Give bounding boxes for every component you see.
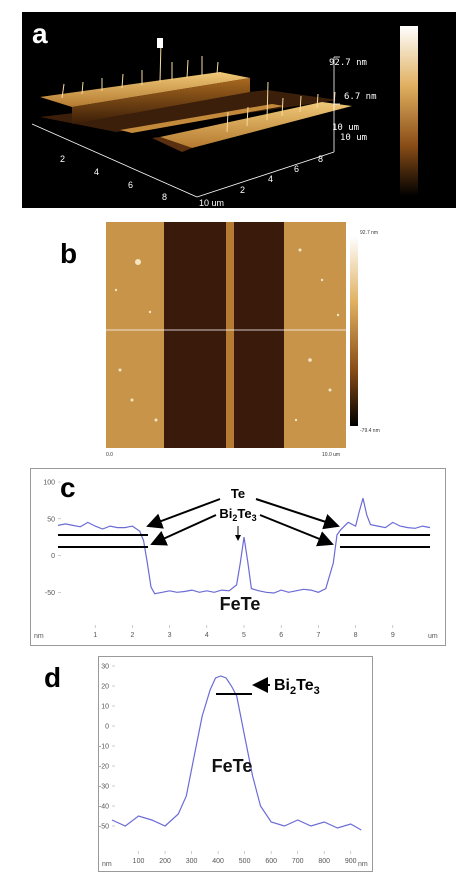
x-tick-label: 6 bbox=[279, 632, 283, 639]
annotation-arrows bbox=[146, 498, 340, 547]
trench-floor bbox=[40, 90, 338, 132]
x-tick-label: 4 bbox=[205, 632, 209, 639]
x-tick-label: 800 bbox=[318, 858, 330, 865]
x-start-label: 0.0 bbox=[106, 452, 113, 458]
right-plateau-wall bbox=[152, 137, 192, 152]
profile-chart-c: 100 50 0 -50 1 2 3 4 5 6 7 8 9 Te Bi2Te3 FeTe nm um bbox=[30, 468, 446, 646]
panel-d: d 30 20 10 0 -10 -20 -30 -40 -50 100 200 300 400 500… bbox=[42, 656, 422, 872]
trench-right bbox=[234, 222, 284, 448]
y-tick-label: 100 bbox=[43, 480, 55, 487]
svg-text:6: 6 bbox=[128, 180, 133, 190]
panel-letter-b: b bbox=[60, 238, 78, 269]
x-tick-label: 100 bbox=[133, 858, 145, 865]
x-tick-label: 600 bbox=[265, 858, 277, 865]
x-axis-ticks: 1 2 3 4 5 6 7 8 9 bbox=[93, 625, 395, 639]
y-tick-label: -50 bbox=[45, 590, 55, 597]
peak-profile-trace bbox=[111, 675, 362, 831]
panel-b: b 92.7 nm -79.4 nm 0.0 10.0 um bbox=[60, 220, 430, 460]
spike-highlight bbox=[157, 38, 163, 48]
y-tick-label: -50 bbox=[99, 824, 109, 831]
x-tick-label: 700 bbox=[292, 858, 304, 865]
y-tick-label: -20 bbox=[99, 764, 109, 771]
y-unit-label: nm bbox=[34, 633, 44, 640]
y-tick-label: 0 bbox=[105, 724, 109, 731]
svg-text:4: 4 bbox=[94, 167, 99, 177]
x-unit-label: um bbox=[428, 633, 438, 640]
surface-particles bbox=[114, 248, 340, 422]
x-tick-label: 8 bbox=[354, 632, 358, 639]
x-tick-labels: 2 4 6 8 10 um bbox=[60, 154, 224, 208]
trench-left bbox=[164, 222, 226, 448]
corner-label-a: 10 um bbox=[332, 123, 359, 133]
svg-text:8: 8 bbox=[318, 154, 323, 164]
corner-label-b: 10 um bbox=[340, 133, 367, 143]
y-tick-label: 20 bbox=[101, 684, 109, 691]
x-tick-label: 2 bbox=[130, 632, 134, 639]
y-tick-label: -30 bbox=[99, 784, 109, 791]
x-axis-ticks: 100 200 300 400 500 600 700 800 900 bbox=[133, 851, 357, 865]
surface-spikes bbox=[61, 41, 336, 133]
panel-c: 100 50 0 -50 1 2 3 4 5 6 7 8 9 Te Bi2Te3 FeTe nm um bbox=[30, 468, 446, 646]
y-tick-label: 0 bbox=[51, 553, 55, 560]
te-label: Te bbox=[231, 486, 245, 501]
y-tick-labels: 2 4 6 8 bbox=[240, 154, 323, 195]
right-plateau bbox=[160, 102, 352, 148]
y-tick-label: 50 bbox=[47, 516, 55, 523]
afm-3d-render: 92.7 nm 6.7 nm 10 um 10 um 2 4 6 8 10 um… bbox=[22, 12, 456, 208]
x-tick-label: 500 bbox=[239, 858, 251, 865]
x-tick-label: 400 bbox=[212, 858, 224, 865]
x-tick-label: 200 bbox=[159, 858, 171, 865]
panel-a: 92.7 nm 6.7 nm 10 um 10 um 2 4 6 8 10 um… bbox=[22, 12, 456, 208]
y-tick-label: -10 bbox=[99, 744, 109, 751]
fete-label: FeTe bbox=[212, 756, 253, 776]
x-tick-label: 9 bbox=[391, 632, 395, 639]
svg-text:4: 4 bbox=[268, 174, 273, 184]
bi2te3-label: Bi2Te3 bbox=[219, 506, 256, 523]
x-tick-label: 5 bbox=[242, 632, 246, 639]
y-tick-label: 30 bbox=[101, 664, 109, 671]
x-end-label: 10.0 um bbox=[322, 452, 340, 458]
scale-top-label: 92.7 nm bbox=[360, 230, 378, 236]
panel-letter-a: a bbox=[32, 18, 48, 49]
bi2te3-label: Bi2Te3 bbox=[274, 677, 320, 697]
svg-text:6: 6 bbox=[294, 164, 299, 174]
left-plateau-wall bbox=[72, 78, 250, 124]
middle-stripe bbox=[120, 104, 284, 133]
x-tick-label: 7 bbox=[316, 632, 320, 639]
chart-frame bbox=[98, 656, 373, 872]
svg-text:10 um: 10 um bbox=[199, 198, 224, 208]
svg-text:2: 2 bbox=[60, 154, 65, 164]
color-scale-bar bbox=[350, 236, 358, 426]
y-axis-ticks: 100 50 0 -50 bbox=[43, 480, 61, 597]
bi2te3-stripe bbox=[226, 222, 234, 448]
z-top-label: 92.7 nm bbox=[329, 58, 367, 68]
y-tick-label: 10 bbox=[101, 704, 109, 711]
y-axis-ticks: 30 20 10 0 -10 -20 -30 -40 -50 bbox=[99, 664, 115, 831]
x-unit-label: nm bbox=[358, 861, 368, 868]
x-tick-label: 900 bbox=[345, 858, 357, 865]
height-profile-trace bbox=[57, 498, 431, 595]
x-tick-label: 1 bbox=[93, 632, 97, 639]
color-scale-bar bbox=[400, 26, 418, 196]
panel-letter-d: d bbox=[44, 662, 62, 693]
svg-text:8: 8 bbox=[162, 192, 167, 202]
panel-letter-c: c bbox=[60, 472, 76, 503]
svg-text:2: 2 bbox=[240, 185, 245, 195]
x-tick-label: 300 bbox=[186, 858, 198, 865]
y-tick-label: -40 bbox=[99, 804, 109, 811]
left-plateau bbox=[40, 72, 250, 107]
z-mid-label: 6.7 nm bbox=[344, 92, 377, 102]
afm-3d-axes bbox=[31, 56, 340, 198]
chart-frame bbox=[30, 468, 446, 646]
fete-label: FeTe bbox=[220, 594, 261, 614]
x-tick-label: 3 bbox=[168, 632, 172, 639]
y-unit-label: nm bbox=[102, 861, 112, 868]
scale-bottom-label: -79.4 nm bbox=[360, 428, 380, 434]
afm-2d-image: 92.7 nm -79.4 nm 0.0 10.0 um bbox=[106, 222, 380, 458]
